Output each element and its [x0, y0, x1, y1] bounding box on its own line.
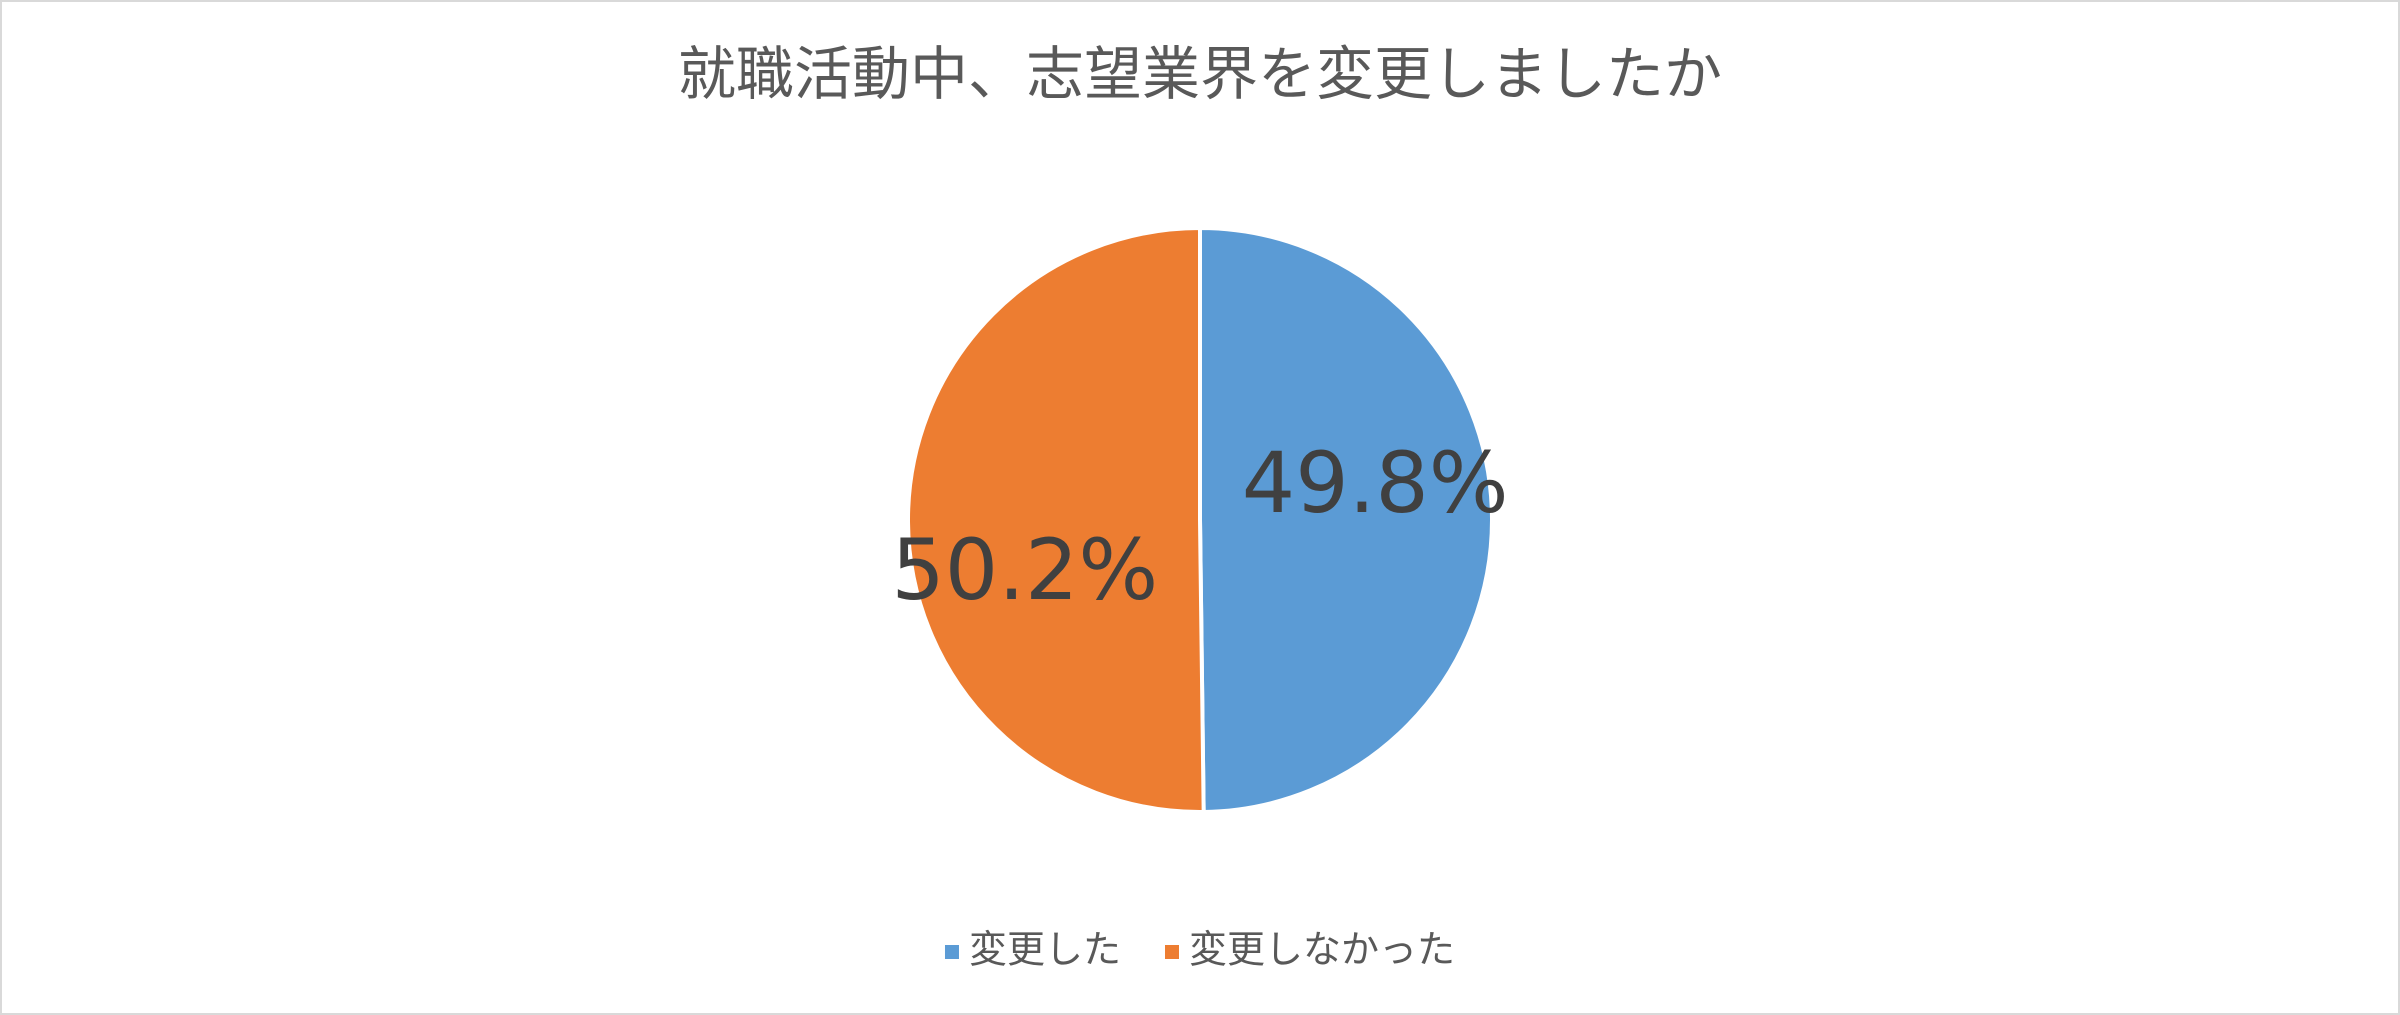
pie-slice — [1198, 225, 1494, 815]
data-label: 49.8% — [1242, 434, 1509, 532]
legend-marker — [944, 945, 959, 959]
chart-title: 就職活動中、志望業界を変更しましたか — [678, 40, 1722, 108]
legend-label: 変更した — [969, 928, 1121, 972]
data-label: 50.2% — [891, 521, 1158, 619]
legend-label: 変更しなかった — [1189, 928, 1455, 972]
legend-marker — [1165, 945, 1179, 959]
pie-slice — [906, 225, 1206, 814]
